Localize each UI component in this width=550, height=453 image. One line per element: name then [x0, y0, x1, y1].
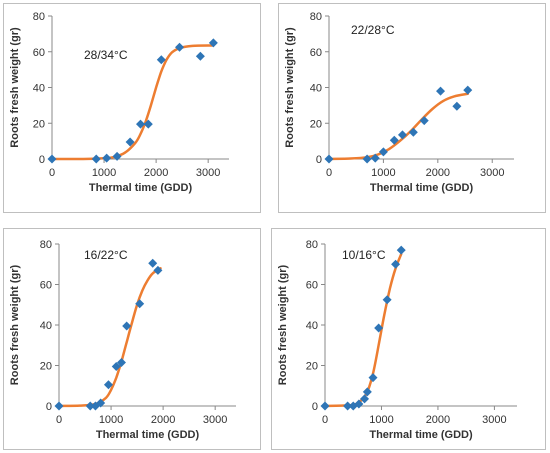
x-axis-label: Thermal time (GDD) [369, 429, 473, 441]
y-tick-label: 40 [310, 83, 322, 95]
data-point [136, 119, 145, 129]
y-axis-label: Roots fresh weight (gr) [9, 27, 21, 148]
chart-panel-28-34: 0 20 40 60 80 0 1000 2000 3000 Thermal time (GDD)… [3, 3, 261, 213]
chart-title: 10/16°C [342, 248, 386, 262]
data-point [112, 151, 122, 161]
x-axis-label: Thermal time (GDD) [370, 182, 474, 194]
data-point [436, 86, 446, 96]
data-point [408, 127, 418, 137]
chart-panel-10-16: 0 20 40 60 80 0 1000 2000 3000 Thermal time (GDD)… [271, 228, 546, 450]
y-tick-label: 60 [310, 47, 322, 59]
data-point [111, 362, 121, 372]
x-tick-label: 3000 [480, 167, 504, 179]
y-tick-label: 40 [40, 320, 52, 332]
x-tick-label: 3000 [482, 414, 506, 426]
data-point [85, 401, 95, 411]
y-tick-label: 0 [46, 401, 52, 413]
x-tick-label: 2000 [151, 414, 175, 426]
data-point [125, 137, 135, 147]
chart-title: 16/22°C [84, 248, 128, 262]
data-point [362, 154, 372, 164]
chart-panel-16-22: 0 20 40 60 80 0 1000 2000 3000 Thermal time (GDD)… [3, 228, 261, 450]
y-tick-label: 20 [306, 361, 318, 373]
fitted-curve [323, 252, 403, 408]
y-tick-label: 80 [40, 239, 52, 251]
chart-panel-22-28: 0 20 40 60 80 0 1000 2000 3000 Thermal time (GDD)… [278, 3, 546, 213]
data-point [54, 401, 64, 411]
data-point [195, 51, 205, 61]
y-tick-label: 80 [306, 239, 318, 251]
data-point [96, 398, 106, 408]
chart-svg: 0 20 40 60 80 0 1000 2000 3000 Thermal time (GDD)… [284, 11, 514, 194]
data-point [122, 321, 132, 331]
x-tick-label: 0 [49, 167, 55, 179]
data-point [343, 401, 353, 411]
x-tick-label: 2000 [426, 414, 450, 426]
y-tick-label: 40 [306, 320, 318, 332]
data-point [148, 258, 158, 268]
y-tick-label: 40 [33, 83, 45, 95]
chart-title: 28/34°C [84, 48, 128, 62]
chart-title: 22/28°C [351, 23, 395, 37]
y-tick-label: 60 [33, 47, 45, 59]
x-tick-label: 0 [56, 414, 62, 426]
data-point [320, 401, 330, 411]
data-point [116, 357, 126, 367]
y-tick-label: 60 [40, 280, 52, 292]
data-point [354, 399, 364, 409]
x-tick-label: 3000 [196, 167, 220, 179]
chart-svg: 0 20 40 60 80 0 1000 2000 3000 Thermal time (GDD)… [277, 239, 517, 441]
y-tick-label: 0 [316, 154, 322, 166]
data-point [103, 380, 113, 390]
y-tick-label: 20 [310, 118, 322, 130]
data-point [452, 101, 462, 111]
fitted-curve [327, 92, 470, 161]
x-tick-label: 1000 [99, 414, 123, 426]
data-point [143, 119, 153, 129]
y-tick-label: 60 [306, 280, 318, 292]
x-axis-label: Thermal time (GDD) [96, 429, 200, 441]
data-point [362, 387, 372, 397]
x-tick-label: 2000 [144, 167, 168, 179]
y-tick-label: 80 [310, 11, 322, 23]
data-point [389, 135, 399, 145]
x-tick-label: 0 [326, 167, 332, 179]
x-tick-label: 3000 [203, 414, 227, 426]
data-point [324, 154, 334, 164]
y-tick-label: 20 [33, 118, 45, 130]
y-tick-label: 0 [312, 401, 318, 413]
y-tick-label: 20 [40, 361, 52, 373]
data-point [91, 154, 101, 164]
x-tick-label: 2000 [426, 167, 450, 179]
data-point [360, 394, 370, 404]
data-point [463, 85, 473, 95]
data-point [374, 323, 384, 333]
data-point [419, 116, 429, 126]
y-tick-label: 80 [33, 11, 45, 23]
data-point [208, 38, 218, 48]
x-tick-label: 1000 [92, 167, 116, 179]
data-point [368, 373, 378, 383]
data-point [382, 295, 392, 305]
x-axis-label: Thermal time (GDD) [89, 182, 193, 194]
data-point [153, 265, 163, 275]
x-tick-label: 1000 [371, 167, 395, 179]
data-point [135, 299, 145, 309]
x-tick-label: 1000 [369, 414, 393, 426]
data-point [397, 130, 407, 140]
data-point [47, 154, 57, 164]
y-axis-label: Roots fresh weight (gr) [284, 27, 296, 148]
data-point [156, 55, 166, 65]
data-point [378, 147, 388, 157]
y-tick-label: 0 [39, 154, 45, 166]
data-point [396, 245, 406, 255]
y-axis-label: Roots fresh weight (gr) [9, 264, 21, 385]
data-point [102, 153, 112, 163]
y-axis-label: Roots fresh weight (gr) [277, 264, 289, 385]
data-point [370, 153, 380, 163]
x-tick-label: 0 [322, 414, 328, 426]
data-point [175, 42, 185, 52]
